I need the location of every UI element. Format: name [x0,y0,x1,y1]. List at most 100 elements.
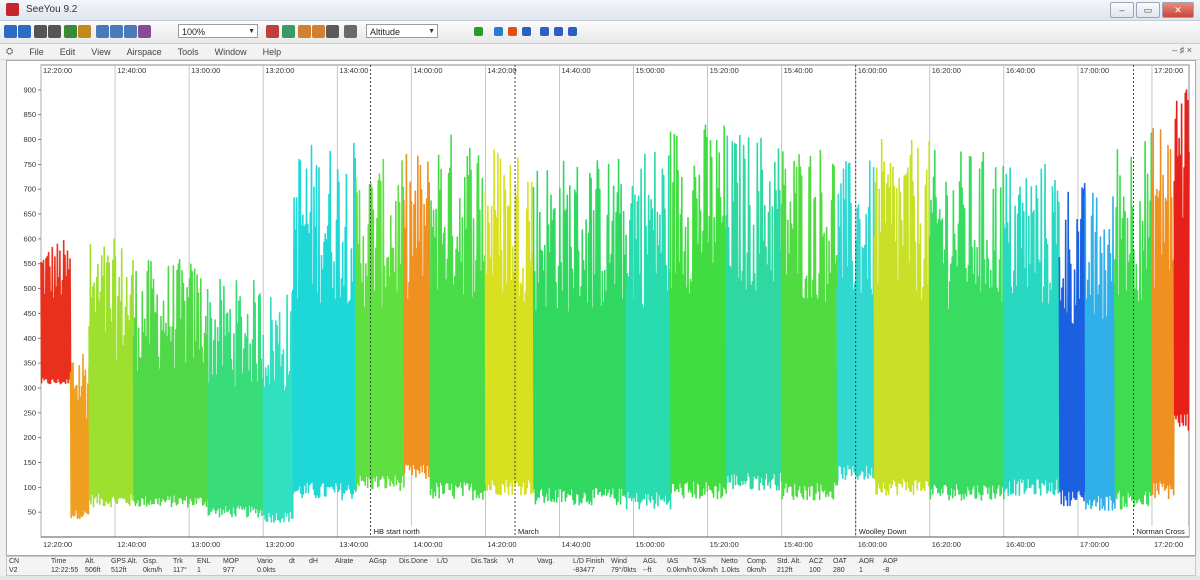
y-tick-label: 550 [23,259,36,268]
zoom-fit-icon[interactable] [124,25,137,38]
mdi-controls[interactable]: – ♯ × [1172,45,1192,55]
altitude-chart[interactable]: 12:20:00 12:20:00 12:40:00 12:40:00 13:00:00… [7,61,1195,555]
flight-icon[interactable] [298,25,311,38]
task-marker-label: Woolley Down [859,527,907,536]
step-back-icon[interactable] [540,27,549,36]
status-header-0: CN [9,558,20,565]
menu-edit[interactable]: Edit [59,46,76,57]
trace-segment [532,158,627,506]
status-header-24: Comp. [747,558,768,565]
print-preview-icon[interactable] [48,25,61,38]
close-button[interactable]: ✕ [1162,2,1194,18]
y-tick-label: 900 [23,85,36,94]
trace-segment [292,142,357,501]
x-tick-label: 15:40:00 [784,540,813,549]
task-marker-label: Norman Cross [1136,527,1185,536]
stop-icon[interactable] [508,27,517,36]
x-tick-label-top: 14:00:00 [413,66,442,75]
menu-app-icon[interactable]: ⛭ [6,46,14,56]
airspace-icon[interactable] [266,25,279,38]
y-tick-label: 50 [28,508,36,517]
trace-segment [206,278,264,518]
graph-icon[interactable] [326,25,339,38]
graph-select[interactable]: Altitude ▼ [366,24,438,38]
app-icon [6,3,19,16]
thermal-icon[interactable] [78,25,91,38]
clock-icon[interactable] [344,25,357,38]
print-icon[interactable] [34,25,47,38]
open-icon[interactable] [4,25,17,38]
step-forward-icon[interactable] [554,27,563,36]
status-values: V2 12:22:55 506ft 512ft 0km/h 117° 1 977 0.0kts -… [7,567,1195,576]
y-tick-label: 750 [23,160,36,169]
status-value-26: 100 [809,567,821,574]
status-value-7: 977 [223,567,235,574]
status-headers: CN Time Alt. GPS Alt. Gsp. Trk ENL MOP Vario dt dH… [7,558,1195,567]
zoom-out-icon[interactable] [110,25,123,38]
status-header-1: Time [51,558,67,565]
altitude-graph-panel[interactable]: 12:20:00 12:20:00 12:40:00 12:40:00 13:00:00… [6,60,1196,556]
minimize-button[interactable]: – [1110,2,1134,18]
menu-file[interactable]: File [29,46,44,57]
chevron-down-icon: ▼ [428,28,435,35]
maximize-button[interactable]: ▭ [1136,2,1160,18]
x-tick-label: 14:00:00 [413,540,442,549]
status-value-5: 117° [173,567,187,574]
menu-help[interactable]: Help [262,46,282,57]
status-value-29: -8 [883,567,890,574]
menu-view[interactable]: View [91,46,111,57]
status-value-20: --ft [643,567,652,574]
trace-icon[interactable] [312,25,325,38]
x-tick-label-top: 13:00:00 [191,66,220,75]
pause-icon[interactable] [494,27,503,36]
task-marker-label: HB start north [374,527,420,536]
status-header-13: Dis.Done [399,558,428,565]
trace-segment [403,153,431,480]
status-value-6: 1 [197,567,201,574]
y-tick-label: 200 [23,433,36,442]
task-marker-label-bg [1134,526,1189,536]
y-tick-label: 650 [23,210,36,219]
status-value-18: -83477 [573,567,595,574]
status-header-28: AOR [859,558,875,565]
play-icon[interactable] [474,27,483,36]
menu-airspace[interactable]: Airspace [126,46,162,57]
status-value-27: 280 [833,567,845,574]
chevron-down-icon: ▼ [248,28,255,35]
zoom-select[interactable]: 100% ▼ [178,24,258,38]
window-title: SeeYou 9.2 [26,4,78,15]
status-value-25: 212ft [777,567,793,574]
trace-segment [484,149,535,496]
menu-tools[interactable]: Tools [177,46,199,57]
status-header-23: Netto [721,558,738,565]
rewind-icon[interactable] [522,27,531,36]
status-header-29: AOP [883,558,898,565]
status-header-10: dH [309,558,318,565]
x-tick-label-top: 15:20:00 [710,66,739,75]
status-value-0: V2 [9,567,18,574]
y-tick-label: 700 [23,185,36,194]
menu-window[interactable]: Window [214,46,247,57]
status-header-2: Alt. [85,558,96,565]
trace-segment [780,149,838,501]
zoom-in-icon[interactable] [96,25,109,38]
task-icon[interactable] [138,25,151,38]
x-tick-label: 12:20:00 [43,540,72,549]
save-icon[interactable] [18,25,31,38]
trace-segment [1084,192,1116,512]
y-tick-label: 100 [23,483,36,492]
status-header-17: Vavg. [537,558,555,565]
trace-segment [1003,163,1061,496]
x-tick-label-top: 12:20:00 [43,66,72,75]
trace-segment [669,124,727,500]
fast-forward-icon[interactable] [568,27,577,36]
x-tick-label: 15:20:00 [710,540,739,549]
task-marker-label-bg [371,526,435,536]
waypoint-icon[interactable] [282,25,295,38]
x-tick-label-top: 16:00:00 [858,66,887,75]
wind-icon[interactable] [64,25,77,38]
menu-bar: ⛭ File Edit View Airspace Tools Window H… [0,44,1200,60]
status-header-19: Wind [611,558,627,565]
y-tick-label: 350 [23,359,36,368]
status-value-3: 512ft [111,567,127,574]
